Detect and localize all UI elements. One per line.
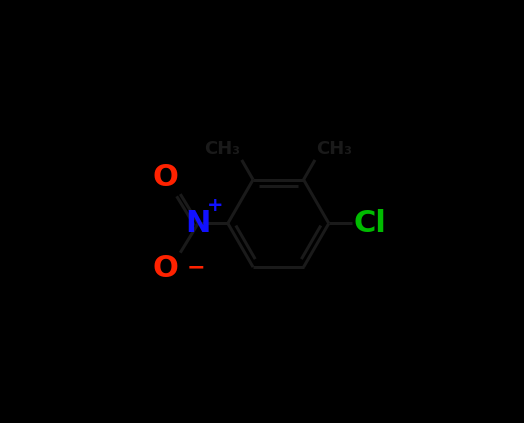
Text: N: N <box>185 209 211 238</box>
Text: −: − <box>186 258 205 277</box>
Text: CH₃: CH₃ <box>316 140 353 158</box>
Text: CH₃: CH₃ <box>204 140 240 158</box>
Text: +: + <box>207 196 224 215</box>
Text: O: O <box>153 254 179 283</box>
Text: Cl: Cl <box>353 209 386 238</box>
Text: O: O <box>153 163 179 192</box>
